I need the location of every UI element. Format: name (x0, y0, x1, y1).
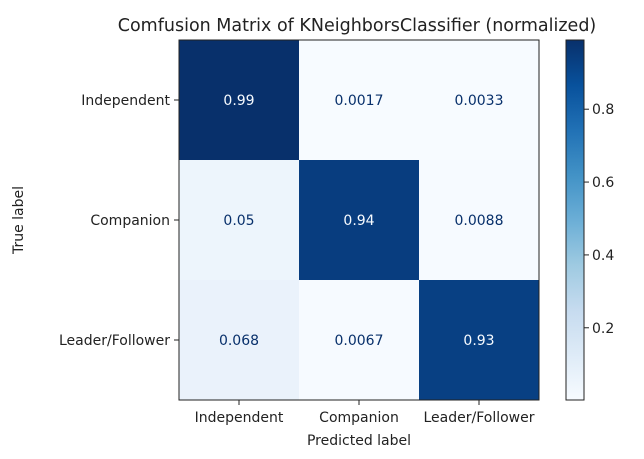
heatmap-cell (419, 40, 539, 160)
heatmap-cell (419, 280, 539, 400)
heatmap-cell (299, 160, 419, 280)
colorbar-tick-label: 0.8 (592, 102, 614, 118)
heatmap-cell-labels: 0.99 0.0017 0.0033 0.05 0.94 0.0088 0.068 0.006… (219, 93, 504, 349)
colorbar-tick-label: 0.4 (592, 248, 614, 264)
cell-value-label: 0.0033 (455, 93, 504, 109)
x-tick-label: Companion (319, 410, 399, 426)
cell-value-label: 0.0088 (455, 213, 504, 229)
heatmap-cell (299, 280, 419, 400)
colorbar-tick-label: 0.2 (592, 321, 614, 337)
colorbar-ticks: 0.2 0.4 0.6 0.8 (584, 102, 614, 337)
cell-value-label: 0.0017 (335, 93, 384, 109)
x-axis: Independent Companion Leader/Follower (195, 400, 535, 426)
cell-value-label: 0.93 (463, 333, 494, 349)
heatmap-cell (179, 280, 299, 400)
colorbar (565, 39, 585, 401)
heatmap-cell (419, 160, 539, 280)
cell-value-label: 0.99 (223, 93, 254, 109)
cell-value-label: 0.068 (219, 333, 259, 349)
chart-title: Comfusion Matrix of KNeighborsClassifier… (118, 16, 597, 36)
y-tick-label: Leader/Follower (59, 333, 170, 349)
heatmap-cell (299, 40, 419, 160)
cell-value-label: 0.94 (343, 213, 374, 229)
x-tick-label: Independent (195, 410, 284, 426)
colorbar-tick-label: 0.6 (592, 175, 614, 191)
y-tick-label: Independent (81, 93, 170, 109)
heatmap-cell (179, 160, 299, 280)
heatmap-cell (179, 40, 299, 160)
y-axis: Independent Companion Leader/Follower (59, 93, 179, 349)
cell-value-label: 0.0067 (335, 333, 384, 349)
y-axis-label: True label (11, 186, 27, 255)
x-axis-label: Predicted label (307, 433, 411, 449)
heatmap-cells (179, 40, 539, 400)
y-tick-label: Companion (90, 213, 170, 229)
cell-value-label: 0.05 (223, 213, 254, 229)
x-tick-label: Leader/Follower (423, 410, 534, 426)
